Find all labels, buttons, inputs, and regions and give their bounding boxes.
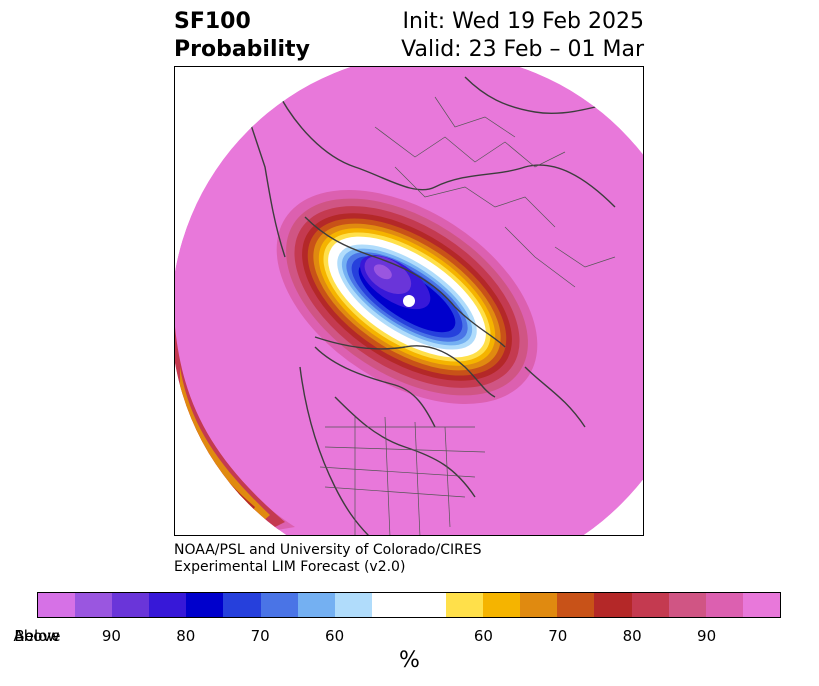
- north-pole-marker: [403, 295, 415, 307]
- title-right: Init: Wed 19 Feb 2025 Valid: 23 Feb – 01…: [401, 8, 644, 64]
- credit-line1: NOAA/PSL and University of Colorado/CIRE…: [174, 542, 482, 558]
- colorbar-tick-label: 80: [622, 627, 642, 645]
- colorbar-segment: [520, 593, 558, 617]
- colorbar-tick-label: 70: [250, 627, 270, 645]
- colorbar-segment: [446, 593, 484, 617]
- colorbar-segment: [594, 593, 632, 617]
- colorbar-segment: [557, 593, 595, 617]
- map-corner: [175, 67, 295, 237]
- title-left: SF100 Probability: [174, 8, 310, 64]
- colorbar-segment: [334, 593, 372, 617]
- colorbar-segment: [112, 593, 150, 617]
- colorbar-segment: [483, 593, 521, 617]
- colorbar-labels: Below 90 80 70 60 60 70 80 90 Above: [13, 627, 781, 647]
- colorbar-segment: [631, 593, 669, 617]
- colorbar-segment: [371, 593, 447, 617]
- colorbar-tick-label: 90: [697, 627, 717, 645]
- product-title: Probability: [174, 37, 310, 62]
- colorbar-tick-label: Above: [13, 627, 61, 645]
- colorbar-segment: [75, 593, 113, 617]
- colorbar-segment: [668, 593, 706, 617]
- colorbar-segment: [297, 593, 335, 617]
- colorbar-tick-label: 90: [101, 627, 121, 645]
- valid-range: Valid: 23 Feb – 01 Mar: [401, 37, 644, 62]
- colorbar-segment: [38, 593, 76, 617]
- colorbar-tick-label: 60: [473, 627, 493, 645]
- colorbar-unit: %: [399, 648, 420, 673]
- map-corner: [175, 447, 271, 535]
- political-borders: [319, 96, 616, 535]
- polar-map: [175, 67, 643, 535]
- colorbar-segment: [223, 593, 261, 617]
- init-date: Init: Wed 19 Feb 2025: [402, 9, 644, 34]
- colorbar-segment: [705, 593, 743, 617]
- colorbar-tick-label: 60: [325, 627, 345, 645]
- credit-line2: Experimental LIM Forecast (v2.0): [174, 559, 406, 575]
- variable-title: SF100: [174, 9, 251, 34]
- colorbar-tick-label: 80: [176, 627, 196, 645]
- colorbar-segment: [742, 593, 780, 617]
- colorbar-segment: [149, 593, 187, 617]
- colorbar-segment: [186, 593, 224, 617]
- colorbar-tick-label: 70: [548, 627, 568, 645]
- colorbar-segment: [260, 593, 298, 617]
- map-panel: [174, 66, 644, 536]
- colorbar-tick-label: Below: [14, 627, 60, 645]
- colorbar: [37, 592, 781, 618]
- credit: NOAA/PSL and University of Colorado/CIRE…: [174, 542, 482, 576]
